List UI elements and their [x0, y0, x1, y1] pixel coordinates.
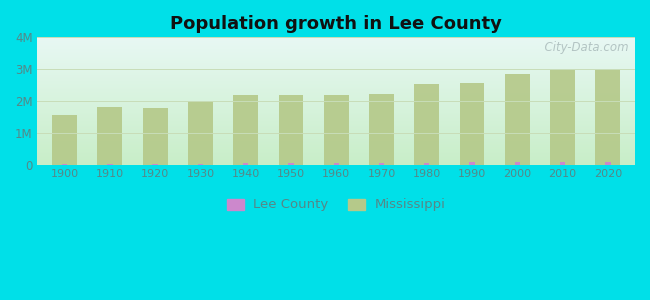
Bar: [550, 70, 575, 165]
Bar: [243, 163, 248, 165]
Bar: [414, 84, 439, 165]
Bar: [460, 83, 484, 165]
Bar: [379, 163, 384, 165]
Bar: [198, 164, 203, 165]
Bar: [333, 163, 339, 165]
Text: City-Data.com: City-Data.com: [538, 41, 629, 54]
Bar: [153, 164, 158, 165]
Bar: [98, 107, 122, 165]
Bar: [505, 74, 530, 165]
Title: Population growth in Lee County: Population growth in Lee County: [170, 15, 502, 33]
Bar: [469, 162, 474, 165]
Bar: [107, 164, 112, 165]
Bar: [62, 164, 68, 165]
Bar: [52, 115, 77, 165]
Bar: [143, 108, 168, 165]
Bar: [560, 162, 566, 165]
Bar: [369, 94, 394, 165]
Bar: [515, 162, 520, 165]
Bar: [605, 162, 610, 165]
Bar: [279, 95, 304, 165]
Bar: [595, 70, 620, 165]
Bar: [188, 100, 213, 165]
Bar: [424, 163, 430, 165]
Bar: [233, 95, 258, 165]
Bar: [324, 95, 348, 165]
Legend: Lee County, Mississippi: Lee County, Mississippi: [227, 198, 446, 211]
Bar: [288, 163, 294, 165]
